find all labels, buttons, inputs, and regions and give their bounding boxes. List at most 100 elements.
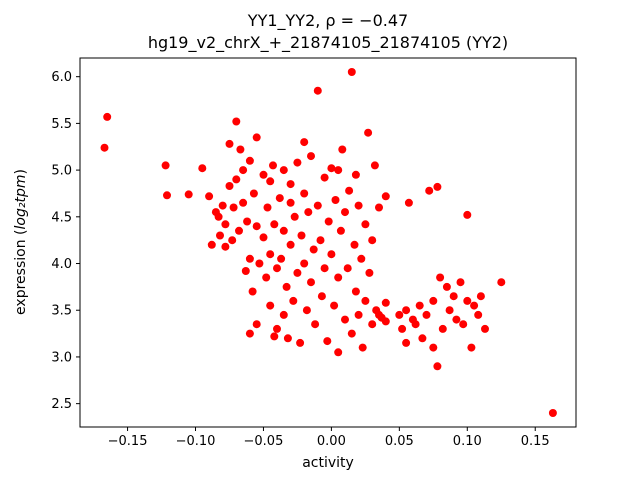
data-point xyxy=(361,220,370,229)
data-point xyxy=(438,324,447,333)
data-point xyxy=(309,245,318,254)
x-tick-label: 0.15 xyxy=(521,434,550,449)
data-point xyxy=(320,173,329,182)
data-point xyxy=(459,320,468,329)
data-point xyxy=(283,334,292,343)
data-point xyxy=(320,264,329,273)
data-point xyxy=(205,192,214,201)
data-point xyxy=(343,264,352,273)
data-point xyxy=(279,226,288,235)
data-point xyxy=(351,170,360,179)
data-point xyxy=(245,156,254,165)
data-point xyxy=(381,192,390,201)
data-point xyxy=(304,208,313,217)
y-tick-label: 4.0 xyxy=(51,257,72,272)
x-tick-label: −0.05 xyxy=(244,434,284,449)
y-tick-label: 2.5 xyxy=(51,397,72,412)
y-tick-label: 5.5 xyxy=(51,117,72,132)
data-point xyxy=(463,210,472,219)
data-point xyxy=(358,343,367,352)
data-point xyxy=(307,152,315,161)
data-point xyxy=(100,143,109,152)
y-tick-label: 3.0 xyxy=(51,350,72,365)
data-point xyxy=(259,170,268,179)
data-point xyxy=(364,128,373,137)
data-point xyxy=(252,222,261,231)
data-point xyxy=(422,310,431,319)
data-point xyxy=(316,236,325,245)
x-tick-label: 0.10 xyxy=(453,434,482,449)
data-point xyxy=(279,166,288,175)
y-axis-label: expression (log₂tpm) xyxy=(13,169,29,315)
data-point xyxy=(252,133,261,142)
data-point xyxy=(273,324,281,333)
x-tick-label: 0.00 xyxy=(317,434,346,449)
data-point xyxy=(334,273,343,282)
data-point xyxy=(245,254,254,263)
data-point xyxy=(327,250,336,259)
data-point xyxy=(311,320,320,329)
data-point xyxy=(263,203,272,212)
chart-title-line2: hg19_v2_chrX_+_21874105_21874105 (YY2) xyxy=(147,33,509,52)
y-axis-ticks: 2.5 3.0 3.5 4.0 4.5 5.0 5.5 6.0 xyxy=(51,70,80,412)
data-point xyxy=(433,362,442,371)
data-point xyxy=(235,226,243,235)
data-point xyxy=(302,306,311,315)
data-point xyxy=(161,161,170,170)
data-point xyxy=(341,208,349,217)
data-point xyxy=(429,296,438,305)
data-point xyxy=(198,164,207,173)
data-point xyxy=(354,310,363,319)
data-point xyxy=(229,203,238,212)
data-point xyxy=(402,338,411,347)
data-point xyxy=(368,320,377,329)
data-point xyxy=(317,292,326,301)
data-point xyxy=(324,217,333,226)
data-point xyxy=(331,196,340,204)
data-point xyxy=(249,189,258,198)
data-point xyxy=(350,240,359,249)
data-point xyxy=(103,112,112,121)
data-point xyxy=(289,296,298,305)
data-point xyxy=(370,161,379,170)
data-point xyxy=(429,343,438,352)
data-point xyxy=(347,329,356,338)
data-point xyxy=(334,166,343,175)
data-point xyxy=(418,334,427,343)
data-point xyxy=(415,301,424,310)
y-tick-label: 4.5 xyxy=(51,210,72,225)
data-point xyxy=(270,332,279,341)
x-tick-label: −0.15 xyxy=(108,434,148,449)
data-point xyxy=(241,267,250,275)
data-point xyxy=(398,324,407,333)
data-point xyxy=(300,138,309,147)
data-point xyxy=(293,158,302,167)
data-point xyxy=(442,282,451,291)
data-point xyxy=(252,320,261,329)
data-point xyxy=(279,310,288,319)
data-point xyxy=(282,282,291,291)
data-point xyxy=(286,240,295,249)
data-point xyxy=(449,292,458,301)
data-point xyxy=(375,203,383,212)
data-point xyxy=(474,310,483,319)
x-tick-label: −0.10 xyxy=(176,434,216,449)
data-point xyxy=(357,254,366,263)
data-point xyxy=(225,182,234,190)
data-point xyxy=(345,186,354,195)
data-point xyxy=(296,338,305,347)
data-point xyxy=(467,343,476,352)
data-point xyxy=(341,315,349,324)
data-point xyxy=(255,259,264,268)
y-tick-label: 6.0 xyxy=(51,70,72,85)
data-point xyxy=(273,264,281,273)
data-point xyxy=(207,240,216,249)
data-point xyxy=(245,329,254,338)
data-point xyxy=(347,68,356,76)
data-point xyxy=(266,301,275,310)
data-point xyxy=(290,212,299,221)
y-tick-label: 5.0 xyxy=(51,164,72,179)
data-point xyxy=(336,226,345,235)
data-point xyxy=(232,117,241,126)
